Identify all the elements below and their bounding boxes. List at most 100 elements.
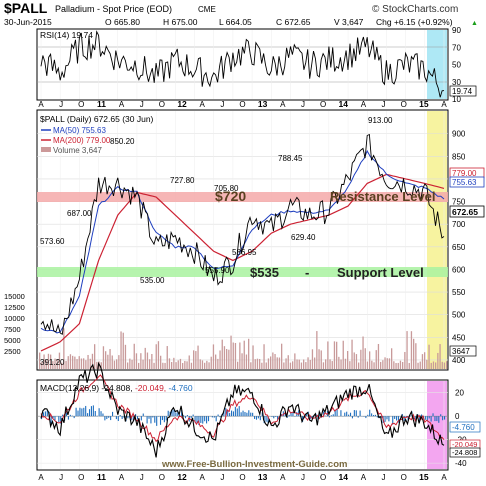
price-tick-label: 450 <box>452 333 466 342</box>
macd-hist-bar <box>372 415 375 417</box>
volume-bar <box>173 357 175 369</box>
volume-bar <box>234 342 237 369</box>
support-band <box>37 267 448 277</box>
macd-hist-bar <box>438 416 440 423</box>
volume-bar <box>408 362 410 369</box>
volume-bar <box>105 351 107 369</box>
macd-hist-bar <box>192 414 194 417</box>
volume-bar <box>259 358 261 369</box>
volume-bar <box>153 362 155 369</box>
macd-hist-bar <box>311 416 313 419</box>
volume-bar <box>384 357 386 369</box>
volume-bar <box>419 361 421 369</box>
macd-hist-bar <box>140 416 142 421</box>
macd-hist-bar <box>202 416 204 424</box>
macd-hist-bar <box>198 416 200 426</box>
volume-bar <box>184 360 186 369</box>
volume-bar <box>122 332 124 369</box>
x-axis-label-top: 11 <box>97 99 106 109</box>
volume-bar <box>424 352 426 369</box>
volume-bar <box>212 344 215 369</box>
rsi-label: RSI(14) 19.74 <box>40 30 93 40</box>
macd-hist-bar <box>323 411 325 417</box>
price-highlight-band <box>427 111 447 369</box>
ma50-last-box <box>449 176 485 188</box>
volume-bar <box>190 362 193 369</box>
macd-hist-bar <box>415 416 417 420</box>
x-axis-label-top: 14 <box>339 99 349 109</box>
macd-hist-bar <box>259 416 261 421</box>
volume-bar <box>417 362 419 369</box>
volume-bar <box>375 350 377 369</box>
volume-bar <box>388 358 391 369</box>
volume-bar <box>168 358 171 369</box>
price-tick-label: 600 <box>452 265 466 274</box>
macd-hist-bar <box>407 416 409 421</box>
macd-hist-bar <box>194 416 196 423</box>
macd-hist-bar <box>44 411 46 417</box>
macd-hist-bar <box>119 415 121 417</box>
macd-hist-bar <box>290 412 292 417</box>
rsi-line <box>40 30 445 98</box>
volume-bar <box>300 362 303 369</box>
volume-bar <box>135 353 138 369</box>
volume-bar <box>254 359 256 369</box>
macd-hist-bar <box>211 416 213 418</box>
open-label: O 665.80 <box>105 17 140 27</box>
macd-hist-bar <box>154 416 156 423</box>
volume-bar <box>208 362 210 369</box>
volume-bar <box>263 344 265 369</box>
volume-bar <box>160 355 162 369</box>
volume-bar <box>223 346 226 369</box>
peak-label: 586.95 <box>232 248 257 257</box>
macd-hist-bar <box>263 416 265 424</box>
volume-bar <box>349 361 351 369</box>
volume-bar <box>318 349 320 369</box>
x-axis-label-top: 12 <box>177 99 187 109</box>
x-axis-label: A <box>200 473 206 482</box>
macd-hist-bar <box>348 414 350 417</box>
macd-hist-bar <box>236 408 238 417</box>
volume-bar <box>162 362 164 369</box>
change-label: Chg +6.15 (+0.92%) <box>376 17 453 27</box>
volume-bar <box>199 359 201 369</box>
close-label: C 672.65 <box>276 17 311 27</box>
price-last-value: 672.65 <box>452 207 478 217</box>
volume-bar <box>366 361 369 369</box>
volume-bar <box>120 331 122 369</box>
volume-bar <box>402 361 404 369</box>
volume-bar <box>415 343 417 369</box>
x-axis-label: O <box>401 473 407 482</box>
macd-hist-bar <box>428 416 430 419</box>
volume-bar <box>102 346 105 369</box>
volume-bar <box>426 359 428 369</box>
macd-hist-bar <box>183 415 185 417</box>
volume-bar <box>113 360 116 369</box>
volume-bar <box>369 351 371 369</box>
macd-hist-bar <box>419 416 421 422</box>
macd-hist-bar <box>349 412 352 417</box>
macd-hist-bar <box>365 416 367 419</box>
macd-hist-bar <box>165 416 167 421</box>
support-label: Support Level <box>337 265 424 280</box>
x-axis-label: O <box>78 473 84 482</box>
macd-hist-bar <box>112 411 114 417</box>
volume-bar <box>50 354 52 369</box>
macd-hist-bar <box>444 416 446 420</box>
volume-bar <box>228 349 230 369</box>
macd-hist-bar <box>346 411 348 417</box>
macd-hist-bar <box>148 416 150 419</box>
macd-hist-bar <box>275 416 277 417</box>
peak-label: 788.45 <box>278 154 303 163</box>
x-axis-label: J <box>140 473 144 482</box>
x-axis-label-top: O <box>78 100 84 109</box>
volume-bar <box>362 336 364 369</box>
x-axis-label: A <box>361 473 367 482</box>
volume-bar <box>74 356 76 369</box>
macd-hist-bar <box>254 416 256 419</box>
volume-bar <box>265 362 267 369</box>
exchange-label: CME <box>198 5 216 14</box>
volume-bar <box>188 355 190 369</box>
macd-hist-bar <box>292 411 294 417</box>
macd-hist-bar <box>230 410 233 417</box>
